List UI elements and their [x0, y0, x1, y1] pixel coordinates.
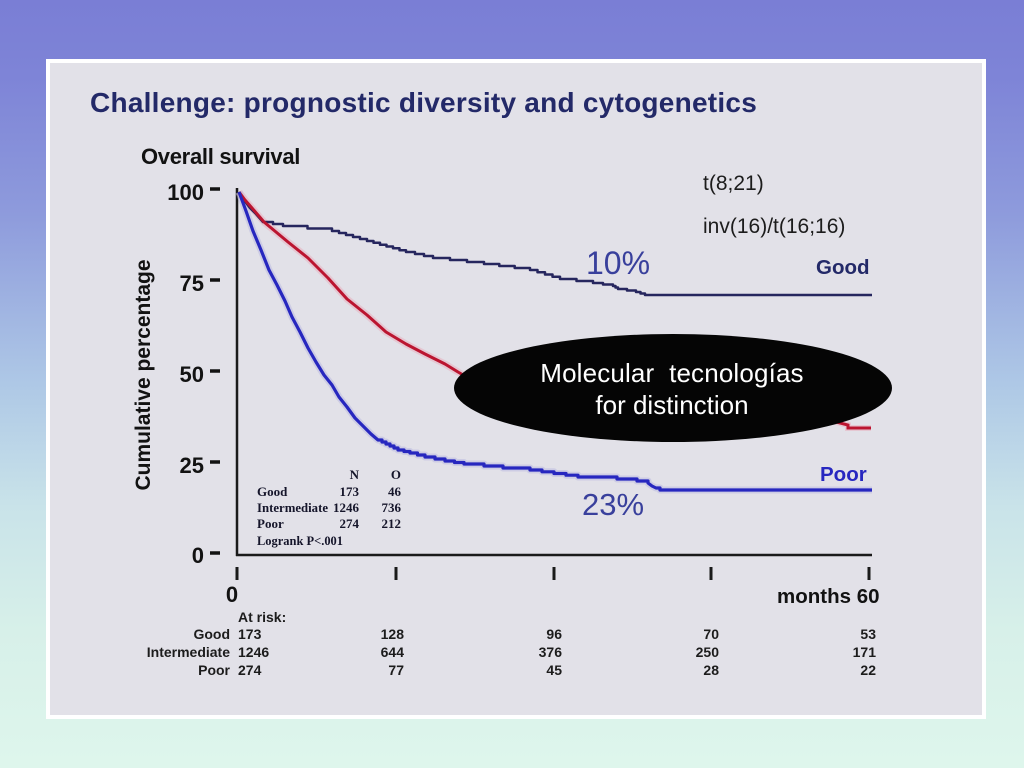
svg-text:736: 736: [382, 500, 402, 515]
svg-text:25: 25: [180, 453, 204, 478]
svg-text:t(8;21): t(8;21): [703, 172, 764, 195]
svg-text:274: 274: [238, 662, 262, 678]
svg-text:1246: 1246: [238, 644, 269, 660]
svg-text:1246: 1246: [333, 500, 360, 515]
svg-text:70: 70: [703, 626, 719, 642]
svg-text:Good: Good: [257, 484, 288, 499]
svg-text:644: 644: [381, 644, 405, 660]
svg-text:inv(16)/t(16;16): inv(16)/t(16;16): [703, 215, 845, 238]
svg-text:At risk:: At risk:: [238, 609, 286, 625]
svg-text:months 60: months 60: [777, 585, 880, 608]
svg-text:173: 173: [238, 626, 262, 642]
svg-text:53: 53: [860, 626, 876, 642]
svg-text:75: 75: [180, 271, 204, 296]
svg-text:376: 376: [539, 644, 563, 660]
svg-text:96: 96: [546, 626, 562, 642]
svg-text:171: 171: [853, 644, 877, 660]
svg-text:Poor: Poor: [820, 463, 867, 486]
svg-text:128: 128: [381, 626, 405, 642]
svg-text:Logrank P<.001: Logrank P<.001: [257, 533, 343, 548]
svg-text:0: 0: [192, 543, 204, 568]
svg-text:250: 250: [696, 644, 720, 660]
svg-text:Overall survival: Overall survival: [141, 144, 300, 169]
svg-text:100: 100: [167, 180, 204, 205]
svg-text:Intermediate: Intermediate: [147, 644, 230, 660]
svg-text:Poor: Poor: [198, 662, 230, 678]
svg-text:Good: Good: [193, 626, 230, 642]
svg-text:Good: Good: [816, 256, 870, 279]
svg-text:Poor: Poor: [257, 516, 284, 531]
svg-text:28: 28: [703, 662, 719, 678]
svg-text:50: 50: [180, 362, 204, 387]
svg-text:10%: 10%: [586, 245, 650, 281]
svg-text:Cumulative percentage: Cumulative percentage: [132, 259, 155, 490]
svg-text:212: 212: [382, 516, 402, 531]
svg-text:Intermediate: Intermediate: [257, 500, 328, 515]
svg-text:45: 45: [546, 662, 562, 678]
svg-text:0: 0: [226, 582, 238, 607]
svg-text:173: 173: [340, 484, 360, 499]
svg-text:Challenge: prognostic diversit: Challenge: prognostic diversity and cyto…: [90, 87, 757, 118]
svg-text:O: O: [391, 467, 401, 482]
svg-text:274: 274: [340, 516, 360, 531]
svg-text:Molecular tecnologías: Molecular tecnologías: [540, 358, 803, 388]
svg-text:N: N: [350, 467, 360, 482]
svg-text:22: 22: [860, 662, 876, 678]
svg-text:46: 46: [388, 484, 402, 499]
svg-text:77: 77: [388, 662, 404, 678]
svg-text:23%: 23%: [582, 487, 644, 522]
svg-text:for distinction: for distinction: [595, 390, 748, 420]
